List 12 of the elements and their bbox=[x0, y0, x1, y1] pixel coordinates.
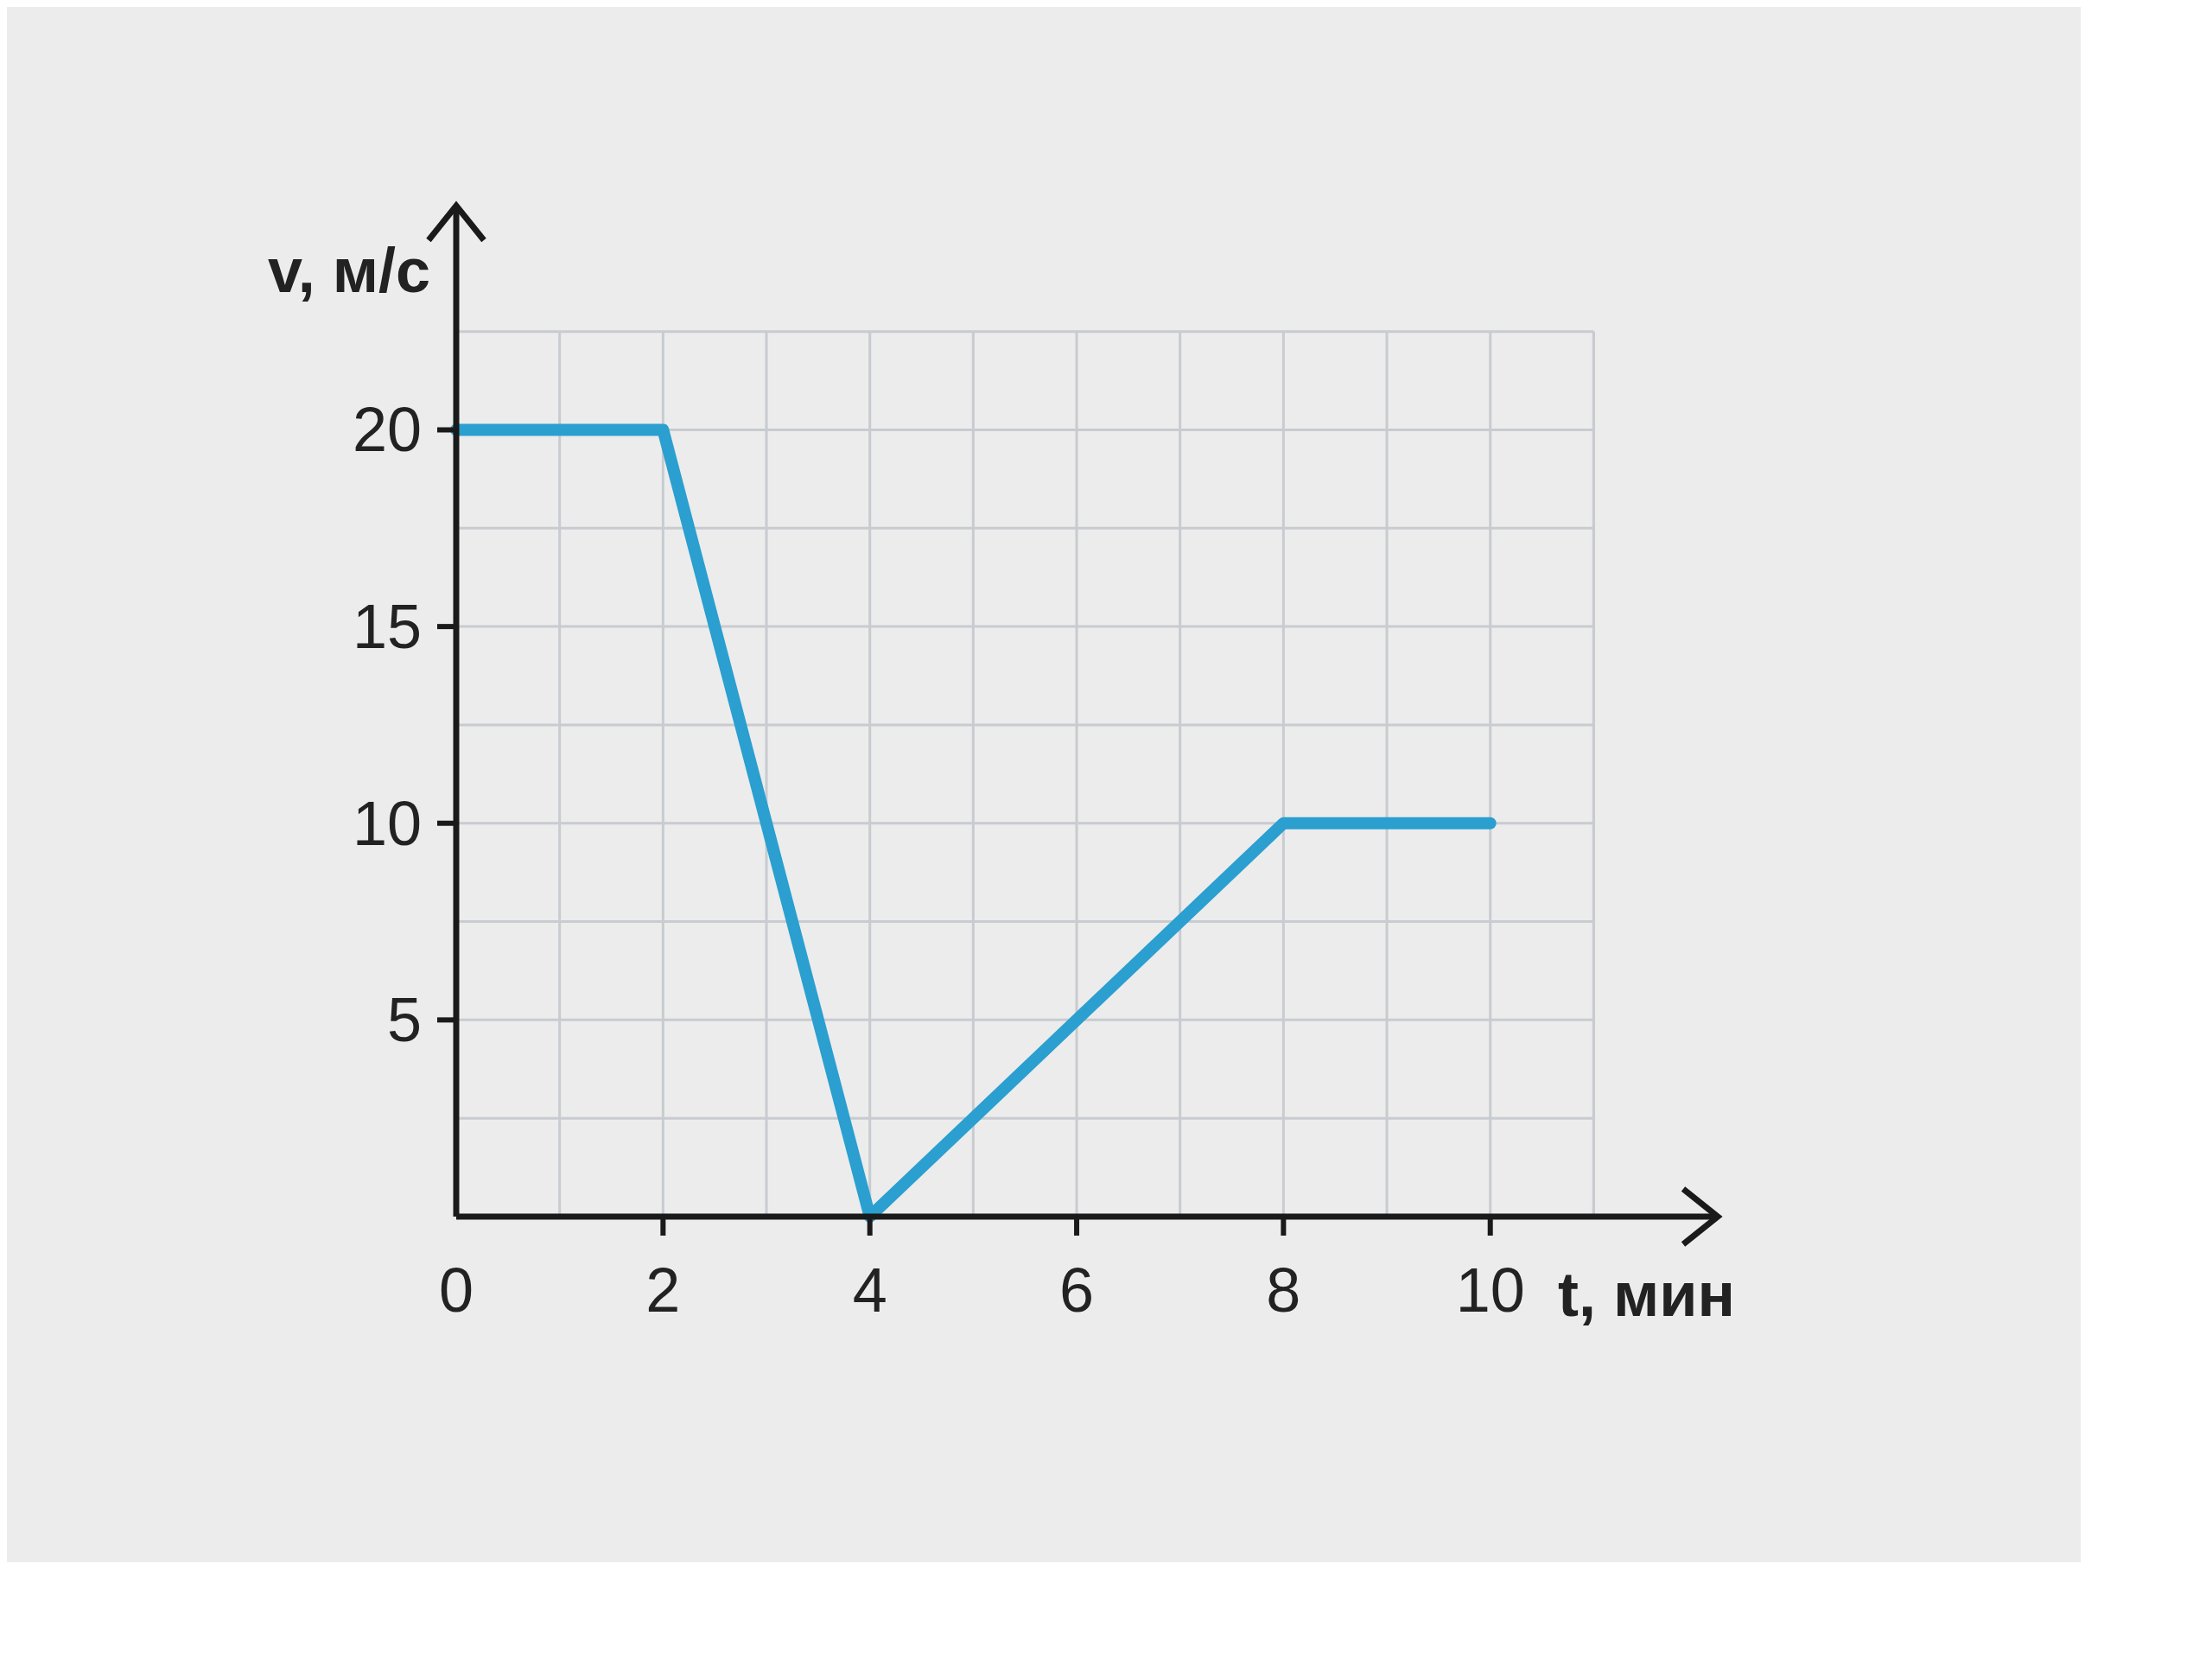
x-tick-label: 4 bbox=[852, 1255, 887, 1325]
y-tick-label: 15 bbox=[352, 592, 422, 662]
y-tick-label: 5 bbox=[386, 985, 422, 1055]
x-tick-label: 10 bbox=[1455, 1255, 1525, 1325]
x-axis-title: t, мин bbox=[1558, 1260, 1735, 1329]
x-tick-label: 6 bbox=[1059, 1255, 1095, 1325]
x-tick-label: 8 bbox=[1266, 1255, 1301, 1325]
y-tick-label: 10 bbox=[352, 788, 422, 858]
x-tick-label: 2 bbox=[645, 1255, 681, 1325]
y-axis-title: v, м/с bbox=[267, 236, 430, 305]
x-tick-label: 0 bbox=[438, 1255, 474, 1325]
y-tick-label: 20 bbox=[352, 395, 422, 465]
